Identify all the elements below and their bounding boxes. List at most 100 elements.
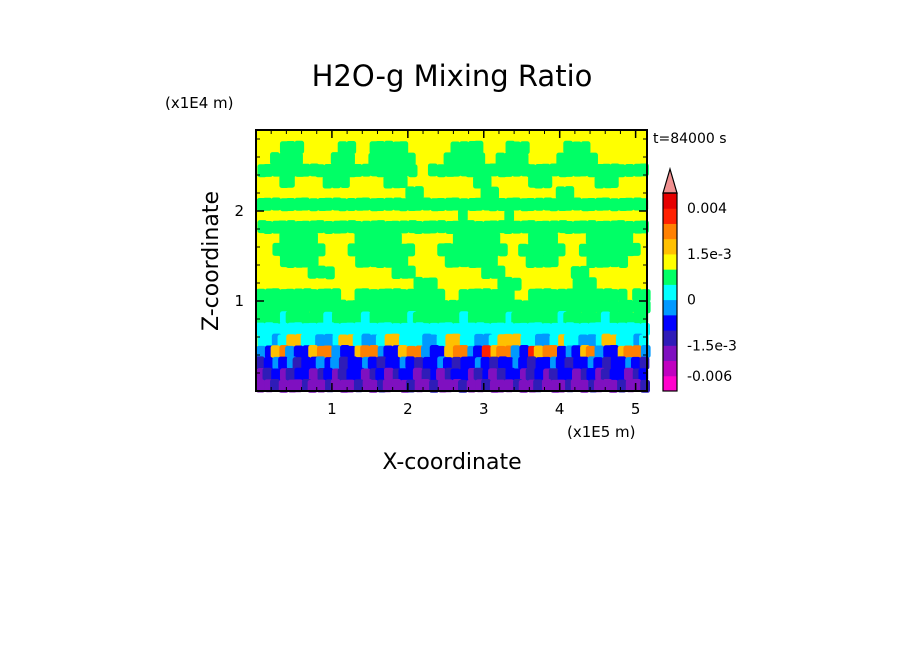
field-cell: [480, 356, 491, 370]
field-cell: [292, 243, 303, 257]
field-cell: [609, 198, 620, 212]
field-cell: [518, 322, 529, 336]
field-cell: [436, 334, 447, 348]
field-cell: [572, 299, 583, 313]
field-cell: [427, 163, 438, 177]
field-cell: [277, 163, 288, 177]
field-cell: [484, 299, 495, 313]
field-cell: [405, 186, 416, 200]
field-cell: [525, 310, 536, 324]
field-cell: [534, 197, 545, 211]
field-cell: [616, 243, 627, 257]
field-cell: [495, 265, 506, 279]
field-cell: [585, 345, 596, 359]
field-cell: [345, 345, 356, 359]
field-cell: [397, 345, 408, 358]
field-cell: [353, 322, 364, 336]
field-cell: [526, 243, 537, 257]
field-cell: [367, 356, 378, 370]
colorbar: [662, 166, 678, 392]
colorbar-label: 0.004: [687, 201, 727, 217]
field-cell: [308, 254, 319, 268]
field-cell: [458, 289, 469, 303]
field-cell: [360, 232, 370, 246]
field-cell: [558, 300, 569, 314]
y-axis-unit: (x1E4 m): [165, 94, 234, 112]
field-cell: [391, 323, 402, 337]
field-cell: [398, 141, 409, 155]
field-cell: [337, 198, 348, 212]
field-cell: [316, 265, 327, 279]
field-cell: [488, 254, 498, 268]
field-cell: [331, 288, 342, 302]
field-cell: [600, 311, 611, 325]
field-cell: [555, 356, 566, 370]
field-cell: [578, 356, 589, 370]
field-cell: [499, 300, 509, 314]
field-cell: [548, 311, 559, 325]
field-cell: [443, 152, 454, 166]
field-cell: [459, 254, 469, 268]
field-cell: [600, 254, 611, 268]
field-cell: [534, 367, 545, 381]
field-cell: [376, 243, 387, 257]
field-cell: [293, 345, 304, 359]
field-cell: [579, 322, 590, 336]
field-cell: [421, 368, 432, 382]
field-cell: [488, 163, 499, 177]
field-cell: [615, 164, 626, 178]
field-cell: [572, 141, 582, 155]
colorbar-label: 1.5e-3: [687, 247, 732, 263]
field-cell: [300, 220, 311, 234]
x-tick-label: 1: [327, 400, 337, 418]
field-cell: [586, 310, 597, 324]
field-cell: [641, 300, 651, 314]
field-cell: [406, 345, 417, 359]
field-cell: [594, 288, 605, 302]
field-cell: [285, 174, 295, 188]
field-cell: [308, 198, 319, 212]
field-cell: [488, 334, 499, 348]
field-cell: [473, 345, 483, 359]
field-cell: [540, 163, 551, 177]
field-cell: [586, 198, 597, 211]
field-cell: [353, 379, 364, 393]
field-cell: [475, 152, 486, 166]
field-cell: [361, 333, 372, 347]
field-cell: [421, 197, 432, 211]
field-cell: [398, 311, 409, 325]
field-cell: [330, 152, 341, 166]
field-cell: [444, 345, 454, 359]
field-cell: [587, 164, 597, 178]
field-cell: [443, 379, 454, 393]
field-cell: [301, 356, 312, 370]
field-cell: [412, 311, 423, 325]
field-cell: [504, 322, 515, 336]
field-cell: [586, 300, 597, 314]
field-cell: [277, 220, 288, 234]
field-cell: [307, 322, 318, 336]
field-cell: [285, 198, 296, 211]
field-cell: [623, 299, 634, 313]
field-cell: [623, 345, 634, 359]
field-cell: [631, 379, 642, 392]
colorbar-segment: [663, 375, 677, 392]
field-cell: [578, 243, 589, 257]
field-cell: [300, 254, 310, 268]
field-cell: [300, 311, 310, 325]
field-cell: [480, 242, 491, 256]
field-cell: [271, 368, 281, 382]
field-cell: [640, 345, 651, 358]
field-cell: [300, 299, 311, 313]
field-cell: [488, 311, 498, 325]
field-cell: [285, 255, 296, 268]
field-cell: [412, 197, 423, 211]
field-cell: [262, 197, 273, 211]
field-cell: [442, 357, 453, 371]
field-cell: [503, 220, 513, 234]
field-cell: [465, 164, 476, 178]
field-cell: [340, 175, 350, 189]
field-cell: [632, 299, 643, 313]
field-cell: [572, 197, 582, 211]
